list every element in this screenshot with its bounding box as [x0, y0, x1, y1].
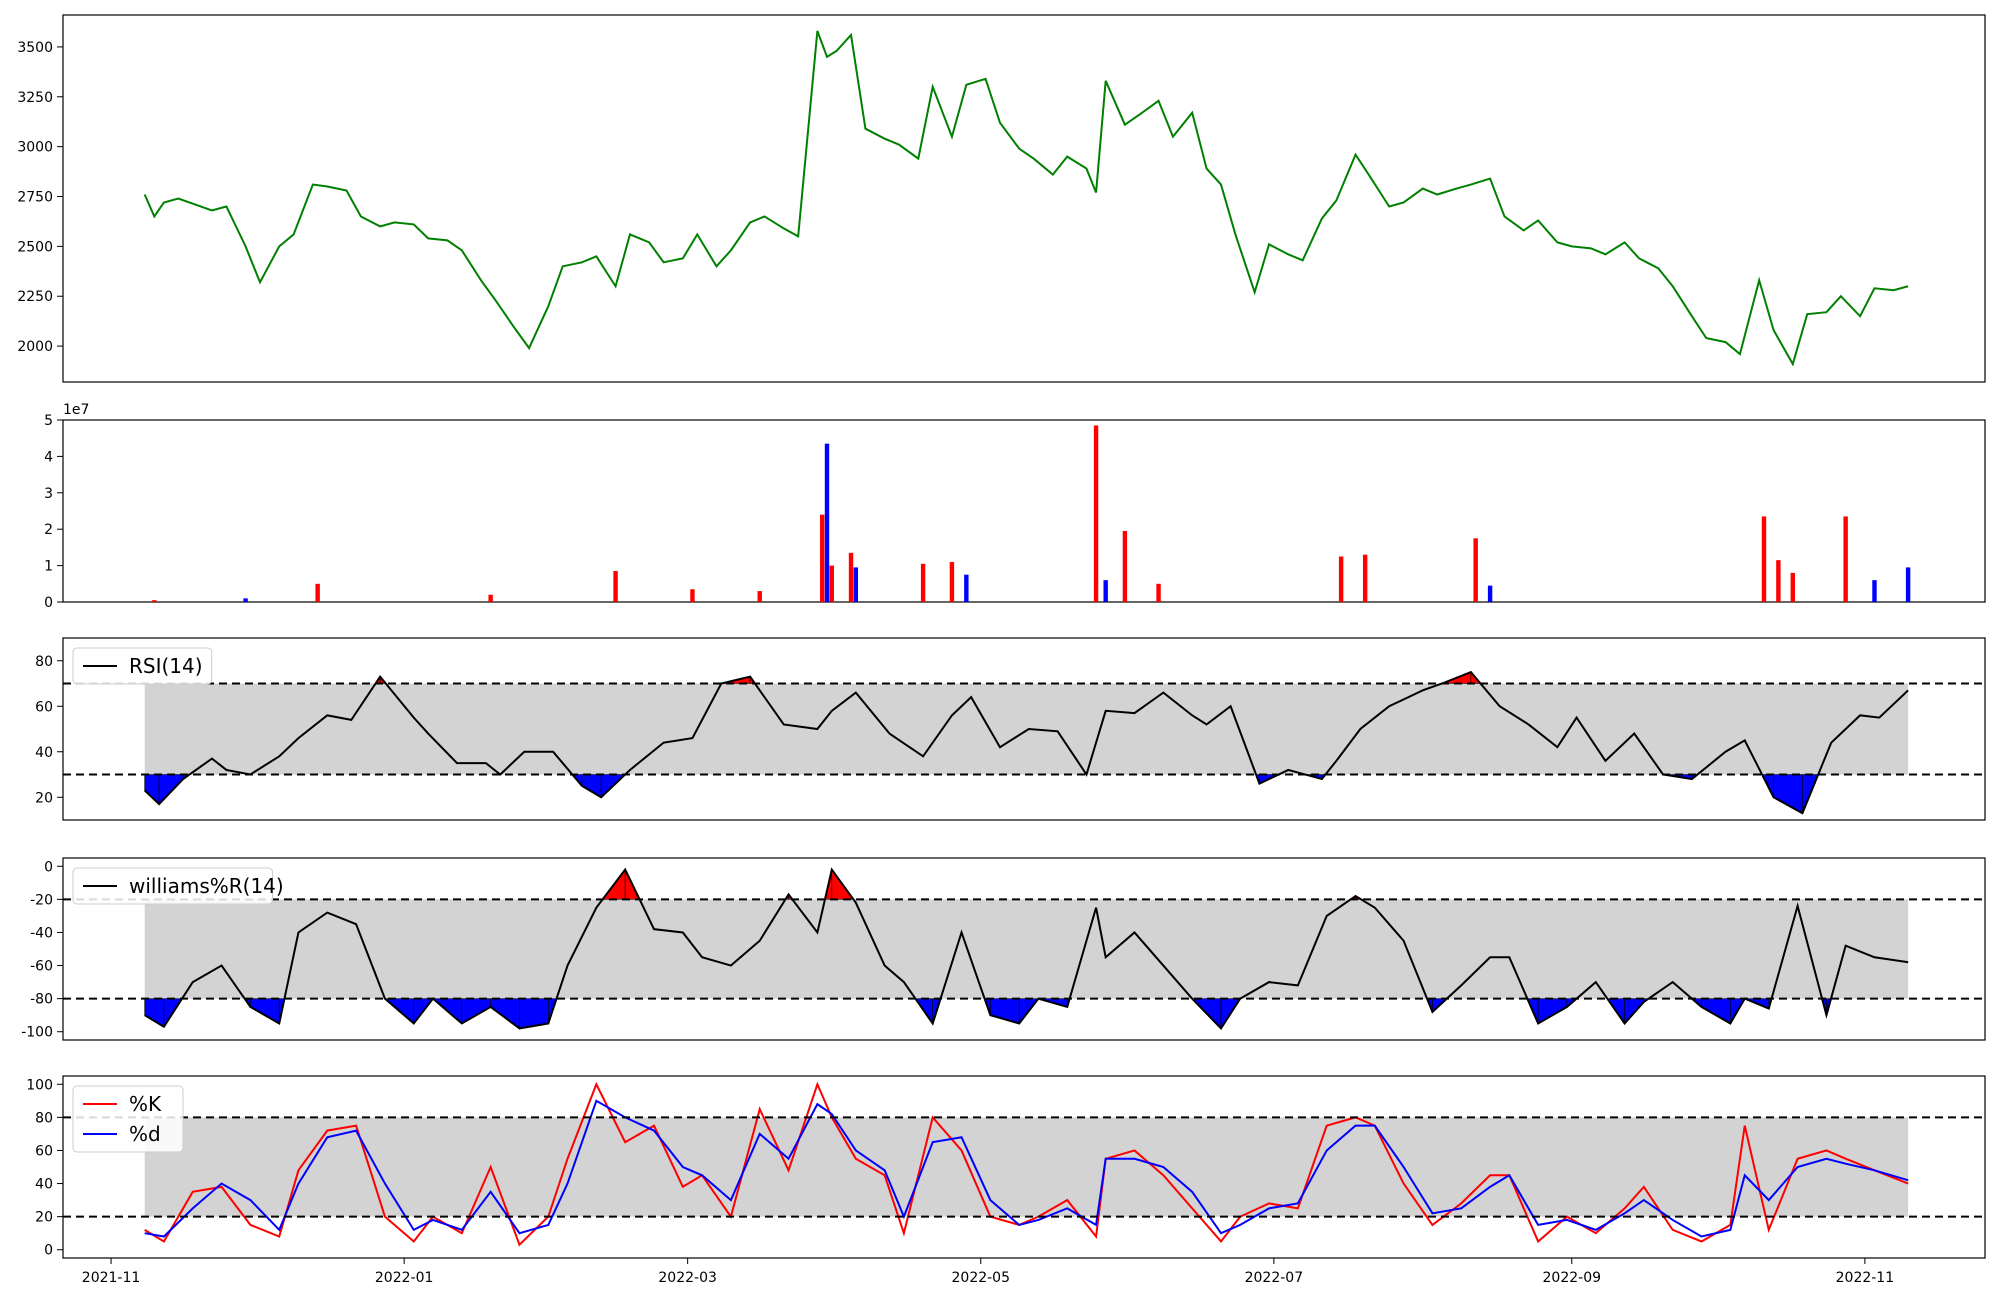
xtick-label: 2022-09 [1543, 1270, 1602, 1286]
williams-ytick-label: -20 [30, 892, 53, 908]
stochastic-ytick-label: 0 [44, 1243, 53, 1259]
volume-bar [757, 591, 762, 602]
rsi-legend-label: RSI(14) [129, 654, 203, 678]
stochastic-series-line-0 [144, 1081, 1909, 1247]
volume-bar [1761, 516, 1767, 602]
volume-bar [824, 443, 830, 602]
price-ytick-label: 2250 [17, 289, 53, 305]
volume-bar [1338, 556, 1344, 602]
stochastic-ytick-label: 80 [35, 1110, 53, 1126]
stochastic-ytick-label: 20 [35, 1210, 53, 1226]
rsi-ytick-label: 20 [35, 790, 53, 806]
volume-bar [1487, 585, 1493, 602]
volume-ytick-label: 2 [44, 522, 53, 538]
volume-bar [613, 571, 618, 602]
volume-ytick-label: 3 [44, 486, 53, 502]
stochastic-neutral-band [144, 1117, 1909, 1217]
volume-ytick-label: 4 [44, 449, 53, 465]
volume-ytick-label: 5 [44, 413, 53, 429]
stochastic-legend-label: %d [129, 1122, 161, 1146]
volume-bar [243, 598, 248, 602]
xtick-label: 2022-01 [375, 1270, 434, 1286]
stochastic-axes-frame [62, 1075, 1986, 1259]
price-ytick-label: 2500 [17, 239, 53, 255]
xtick-label: 2022-07 [1245, 1270, 1304, 1286]
price-ytick-label: 3250 [17, 90, 53, 106]
williams-ytick-label: -60 [30, 959, 53, 975]
stochastic-ytick-label: 40 [35, 1177, 53, 1193]
rsi-ytick-label: 60 [35, 699, 53, 715]
williams-ytick-label: 0 [44, 859, 53, 875]
williams-ytick-label: -100 [21, 1025, 53, 1041]
price-series-line [143, 30, 1909, 367]
xtick-label: 2022-05 [952, 1270, 1011, 1286]
price-ytick-label: 2000 [17, 339, 53, 355]
volume-bar [848, 552, 854, 602]
volume-bar [1790, 572, 1795, 602]
rsi-axes-frame [62, 637, 1986, 821]
volume-bar [1103, 580, 1108, 602]
volume-bar [1905, 567, 1911, 602]
rsi-series-line [143, 670, 1909, 815]
williams-neutral-band [144, 899, 1909, 999]
williams-axes-frame [62, 857, 1986, 1041]
williams-legend-label: williams%R(14) [129, 874, 284, 898]
volume-bar [1776, 560, 1781, 602]
williams-legend-box [72, 867, 274, 905]
volume-ytick-label: 0 [44, 595, 53, 611]
price-ytick-label: 2750 [17, 190, 53, 206]
volume-bar [1156, 583, 1161, 602]
xtick-label: 2022-11 [1836, 1270, 1895, 1286]
volume-bar [315, 583, 320, 602]
volume-bar [853, 567, 859, 602]
volume-bar [1843, 516, 1848, 602]
volume-bar [920, 563, 926, 602]
stochastic-legend-box [72, 1085, 184, 1153]
volume-bar [1122, 531, 1128, 602]
price-ytick-label: 3500 [17, 40, 53, 56]
stochastic-ytick-label: 100 [26, 1077, 53, 1093]
rsi-neutral-band [144, 683, 1909, 775]
volume-bar [819, 514, 825, 602]
williams-ytick-label: -40 [30, 925, 53, 941]
stochastic-legend-label: %K [129, 1092, 162, 1116]
volume-axes-frame [62, 419, 1986, 603]
volume-bar [1362, 554, 1368, 602]
volume-bar [949, 561, 955, 602]
volume-bar [1093, 425, 1099, 602]
price-axes-frame [62, 14, 1986, 383]
rsi-ytick-label: 80 [35, 654, 53, 670]
volume-bar [152, 600, 157, 602]
xtick-label: 2021-11 [82, 1270, 141, 1286]
xtick-label: 2022-03 [658, 1270, 717, 1286]
volume-multiplier-label: 1e7 [63, 402, 89, 418]
volume-ytick-label: 1 [44, 559, 53, 575]
volume-bar [1872, 580, 1877, 602]
price-ytick-label: 3000 [17, 140, 53, 156]
volume-bar [1473, 538, 1478, 602]
rsi-legend-box [72, 647, 213, 685]
williams-series-line [144, 867, 1909, 1031]
stochastic-series-line-1 [144, 1099, 1909, 1238]
stochastic-ytick-label: 60 [35, 1143, 53, 1159]
volume-bar [690, 589, 695, 602]
rsi-ytick-label: 40 [35, 745, 53, 761]
volume-bar [829, 565, 834, 602]
volume-bar [964, 574, 969, 602]
williams-ytick-label: -80 [30, 992, 53, 1008]
volume-bar [488, 594, 493, 602]
